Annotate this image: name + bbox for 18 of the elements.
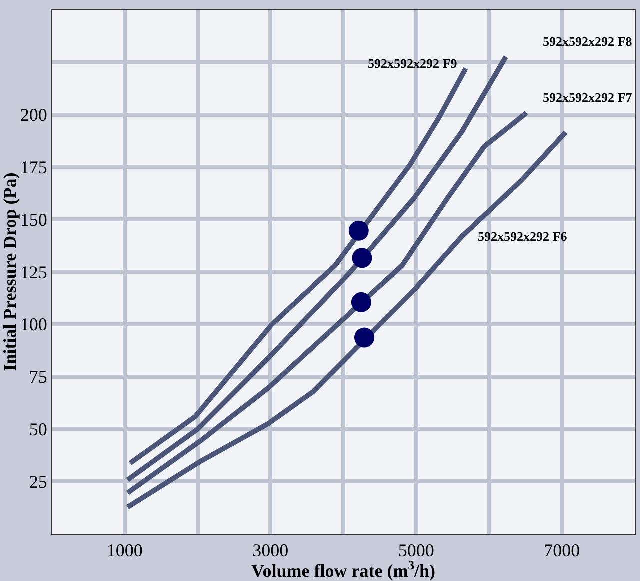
y-axis-title: Initial Pressure Drop (Pa) — [0, 172, 20, 372]
x-axis-title: Volume flow rate (m$^{3}$/h) — [251, 558, 436, 581]
x-tick-label: 1000 — [106, 540, 143, 561]
y-tick-label: 150 — [20, 210, 48, 230]
text: 592x592x292 F8 — [543, 34, 633, 49]
y-tick-label: 100 — [20, 314, 48, 335]
series-label: 592x592x292 F9 — [368, 56, 458, 71]
y-tick-label: 50 — [29, 420, 48, 440]
y-tick-label: 125 — [20, 262, 48, 282]
x-tick-label: 3000 — [252, 540, 289, 561]
x-tick-label: 7000 — [544, 540, 580, 561]
series-label: 592x592x292 F7 — [543, 90, 633, 105]
y-tick-label: 200 — [20, 105, 48, 126]
y-tick-label: 75 — [29, 367, 48, 388]
y-tick-label: 175 — [20, 158, 48, 178]
y-tick-label: 25 — [29, 472, 48, 492]
x-tick-label: 5000 — [398, 540, 434, 561]
series-label: 592x592x292 F6 — [478, 229, 568, 244]
